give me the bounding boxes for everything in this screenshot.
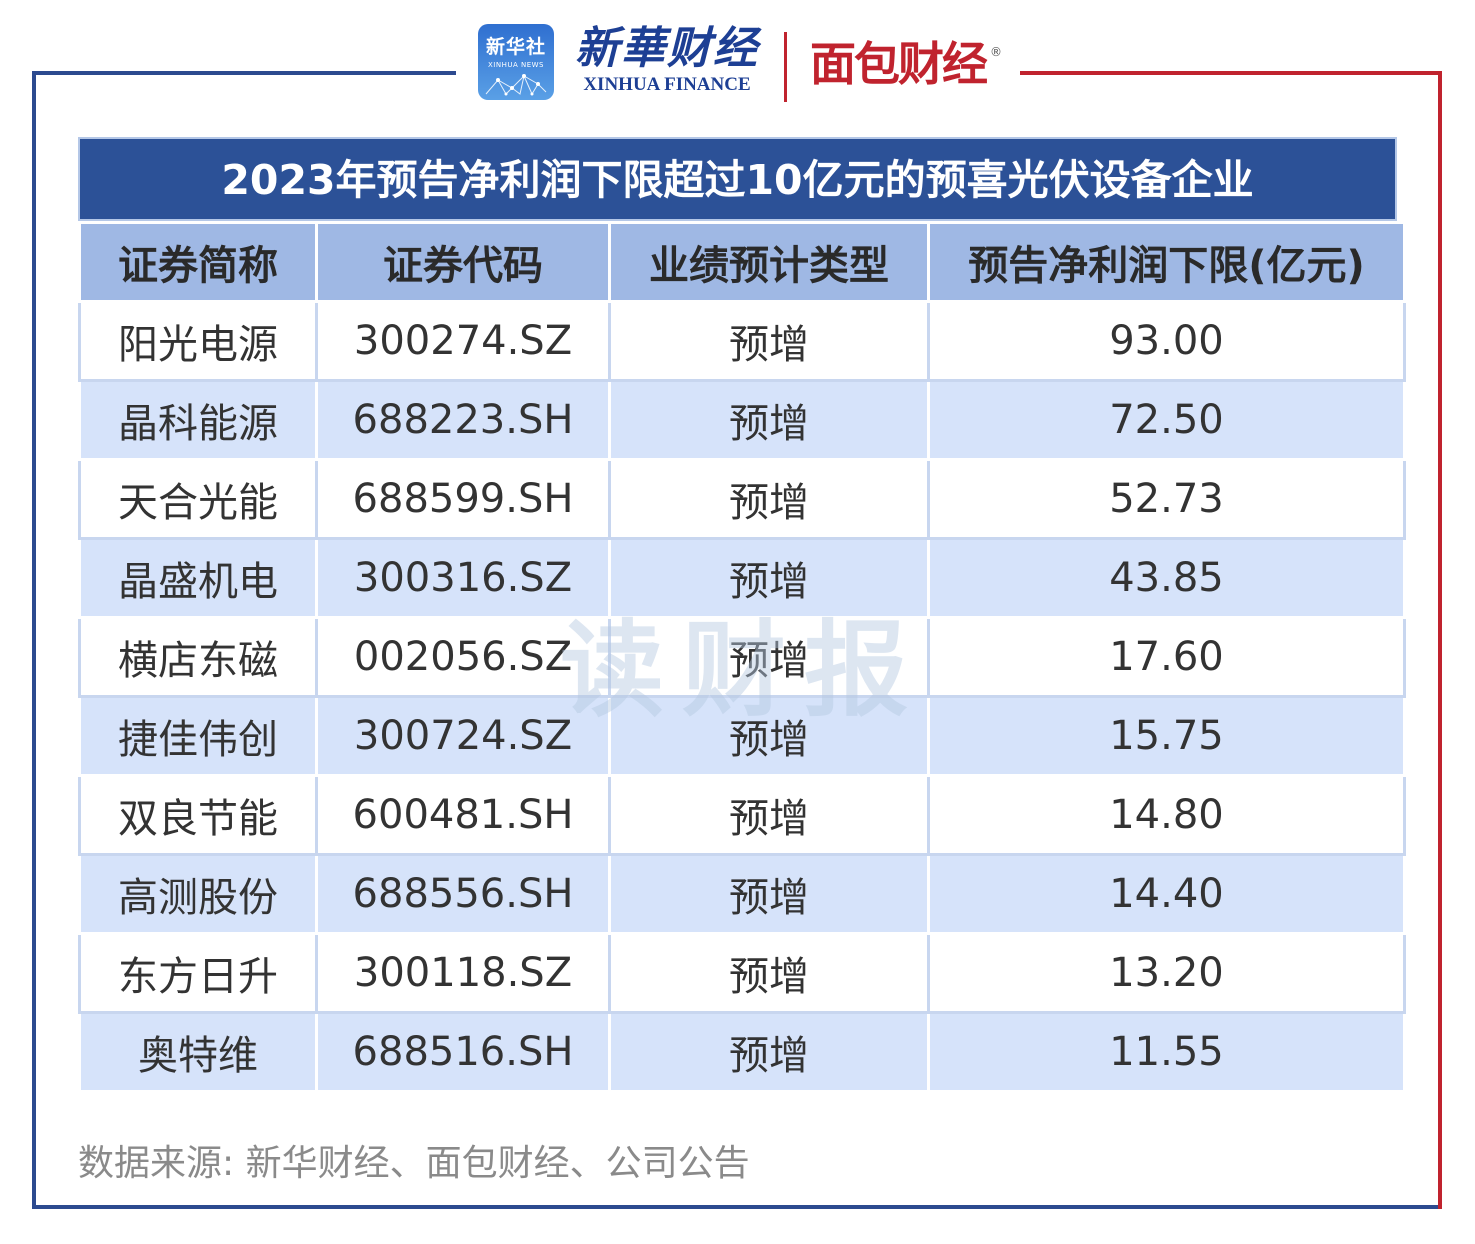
cell-value: 93.00 bbox=[927, 300, 1406, 382]
data-table-container: 2023年预告净利润下限超过10亿元的预喜光伏设备企业 证券简称 证券代码 业绩… bbox=[78, 137, 1406, 1093]
frame-line-bottom bbox=[32, 1205, 1442, 1209]
table-row: 横店东磁 002056.SZ 预增 17.60 bbox=[78, 616, 1406, 698]
table-row: 阳光电源 300274.SZ 预增 93.00 bbox=[78, 300, 1406, 382]
cell-value: 14.40 bbox=[927, 853, 1406, 935]
registered-mark: ® bbox=[990, 45, 1002, 59]
cell-code: 688599.SH bbox=[315, 458, 611, 540]
cell-code: 688516.SH bbox=[315, 1011, 611, 1093]
frame-line-right bbox=[1438, 71, 1442, 1209]
cell-type: 预增 bbox=[608, 458, 930, 540]
cell-code: 688556.SH bbox=[315, 853, 611, 935]
cell-type: 预增 bbox=[608, 1011, 930, 1093]
cell-name: 天合光能 bbox=[78, 458, 318, 540]
table-title: 2023年预告净利润下限超过10亿元的预喜光伏设备企业 bbox=[78, 137, 1397, 221]
table-header-row: 证券简称 证券代码 业绩预计类型 预告净利润下限(亿元) bbox=[78, 221, 1406, 303]
cell-name: 高测股份 bbox=[78, 853, 318, 935]
cell-name: 东方日升 bbox=[78, 932, 318, 1014]
xinhua-finance-logo-cn: 新華财经 bbox=[575, 23, 759, 74]
cell-code: 600481.SH bbox=[315, 774, 611, 856]
column-header-code: 证券代码 bbox=[315, 221, 611, 303]
table-row: 双良节能 600481.SH 预增 14.80 bbox=[78, 774, 1406, 856]
logo-divider bbox=[784, 32, 787, 102]
data-source-note: 数据来源: 新华财经、面包财经、公司公告 bbox=[78, 1143, 750, 1184]
mianbao-caijing-logo-text: 面包财经 bbox=[810, 37, 988, 91]
xinhua-news-logo-cn: 新华社 bbox=[485, 36, 546, 58]
table-row: 东方日升 300118.SZ 预增 13.20 bbox=[78, 932, 1406, 1014]
frame-line-top-right bbox=[1020, 71, 1442, 75]
cell-code: 300724.SZ bbox=[315, 695, 611, 777]
cell-type: 预增 bbox=[608, 774, 930, 856]
cell-code: 688223.SH bbox=[315, 379, 611, 461]
frame-line-top-left bbox=[34, 71, 456, 75]
cell-type: 预增 bbox=[608, 932, 930, 1014]
cell-name: 晶科能源 bbox=[78, 379, 318, 461]
cell-type: 预增 bbox=[608, 300, 930, 382]
cell-name: 捷佳伟创 bbox=[78, 695, 318, 777]
cell-value: 43.85 bbox=[927, 537, 1406, 619]
xinhua-finance-logo-en: XINHUA FINANCE bbox=[583, 74, 751, 95]
cell-value: 13.20 bbox=[927, 932, 1406, 1014]
column-header-name: 证券简称 bbox=[78, 221, 318, 303]
cell-type: 预增 bbox=[608, 379, 930, 461]
column-header-value: 预告净利润下限(亿元) bbox=[927, 221, 1406, 303]
cell-name: 奥特维 bbox=[78, 1011, 318, 1093]
cell-name: 双良节能 bbox=[78, 774, 318, 856]
cell-name: 阳光电源 bbox=[78, 300, 318, 382]
cell-value: 14.80 bbox=[927, 774, 1406, 856]
cell-type: 预增 bbox=[608, 537, 930, 619]
cell-value: 72.50 bbox=[927, 379, 1406, 461]
cell-name: 横店东磁 bbox=[78, 616, 318, 698]
mianbao-caijing-logo: 面包财经 ® bbox=[810, 34, 1002, 94]
table-row: 捷佳伟创 300724.SZ 预增 15.75 bbox=[78, 695, 1406, 777]
table-row: 天合光能 688599.SH 预增 52.73 bbox=[78, 458, 1406, 540]
network-icon bbox=[485, 74, 547, 96]
data-table: 证券简称 证券代码 业绩预计类型 预告净利润下限(亿元) 阳光电源 300274… bbox=[78, 221, 1406, 1093]
xinhua-news-logo: 新华社 XINHUA NEWS bbox=[478, 24, 554, 100]
xinhua-news-logo-en: XINHUA NEWS bbox=[487, 61, 545, 69]
cell-code: 300118.SZ bbox=[315, 932, 611, 1014]
table-row: 晶科能源 688223.SH 预增 72.50 bbox=[78, 379, 1406, 461]
cell-name: 晶盛机电 bbox=[78, 537, 318, 619]
xinhua-finance-logo: 新華财经 XINHUA FINANCE bbox=[572, 24, 762, 104]
table-row: 奥特维 688516.SH 预增 11.55 bbox=[78, 1011, 1406, 1093]
cell-code: 002056.SZ bbox=[315, 616, 611, 698]
cell-value: 17.60 bbox=[927, 616, 1406, 698]
column-header-type: 业绩预计类型 bbox=[608, 221, 930, 303]
cell-type: 预增 bbox=[608, 616, 930, 698]
cell-type: 预增 bbox=[608, 853, 930, 935]
cell-code: 300316.SZ bbox=[315, 537, 611, 619]
cell-value: 52.73 bbox=[927, 458, 1406, 540]
cell-code: 300274.SZ bbox=[315, 300, 611, 382]
frame-line-left bbox=[32, 71, 36, 1209]
table-row: 晶盛机电 300316.SZ 预增 43.85 bbox=[78, 537, 1406, 619]
cell-type: 预增 bbox=[608, 695, 930, 777]
cell-value: 15.75 bbox=[927, 695, 1406, 777]
table-row: 高测股份 688556.SH 预增 14.40 bbox=[78, 853, 1406, 935]
cell-value: 11.55 bbox=[927, 1011, 1406, 1093]
